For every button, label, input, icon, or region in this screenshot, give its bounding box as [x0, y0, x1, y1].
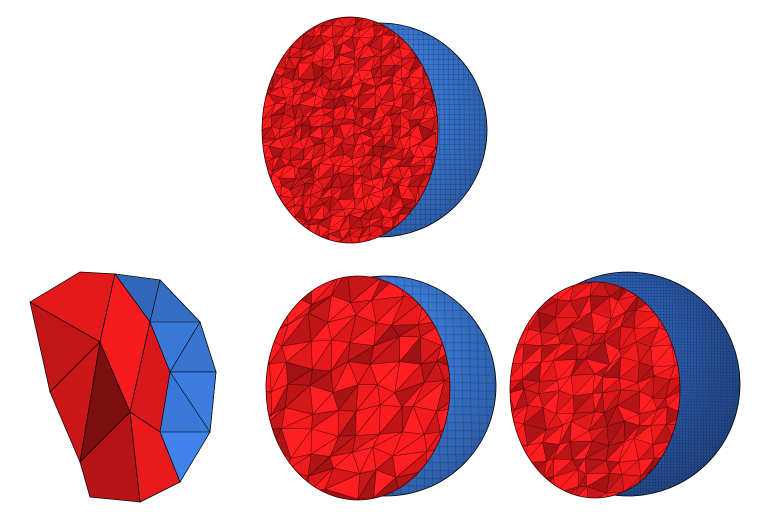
fine-mesh-sphere-cutaway	[250, 2, 500, 257]
medium-mesh-sphere-cutaway	[258, 262, 508, 510]
mesh-render-medium	[265, 275, 497, 501]
mesh-render-fine	[509, 271, 741, 499]
dense-mesh-sphere-cutaway	[500, 262, 750, 510]
coarse-mesh-polyhedron-cutaway	[20, 262, 230, 510]
mesh-render-coarse	[29, 271, 217, 503]
mesh-render-top	[261, 16, 488, 244]
